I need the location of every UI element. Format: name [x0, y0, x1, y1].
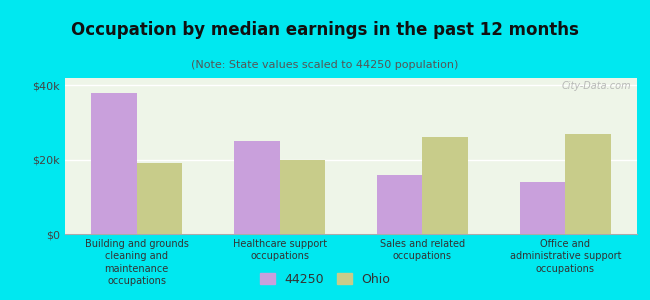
- Bar: [280, 160, 325, 234]
- Bar: [519, 182, 566, 234]
- Bar: [422, 137, 468, 234]
- Bar: [377, 175, 423, 234]
- Text: (Note: State values scaled to 44250 population): (Note: State values scaled to 44250 popu…: [191, 60, 459, 70]
- Text: Occupation by median earnings in the past 12 months: Occupation by median earnings in the pas…: [71, 21, 579, 39]
- Bar: [234, 141, 280, 234]
- Text: City-Data.com: City-Data.com: [562, 81, 631, 91]
- Legend: 44250, Ohio: 44250, Ohio: [255, 268, 395, 291]
- Bar: [566, 134, 611, 234]
- Bar: [91, 93, 136, 234]
- Bar: [136, 164, 183, 234]
